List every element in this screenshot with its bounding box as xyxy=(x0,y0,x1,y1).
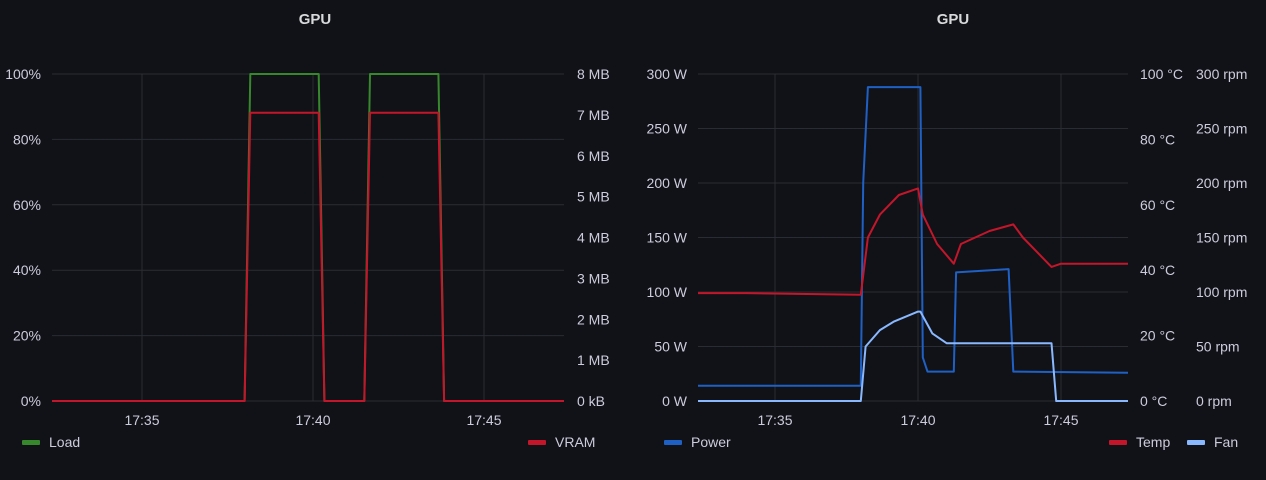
y-right-tick-label: 100 rpm xyxy=(1196,284,1247,300)
y-left-tick-label: 0 W xyxy=(662,393,688,409)
y-right-tick-label: 150 rpm xyxy=(1196,230,1247,246)
y-right-tick-label: 1 MB xyxy=(577,352,610,368)
x-tick-label: 17:35 xyxy=(124,412,159,428)
y-right-tick-label: 80 °C xyxy=(1140,131,1175,147)
y-left-tick-label: 200 W xyxy=(647,175,688,191)
y-left-tick-label: 0% xyxy=(21,393,41,409)
gpu-load-vram-panel: GPU 17:35 17:40 17:45 0% 20% 40% 60% 80% 100% 0 k… xyxy=(0,0,630,480)
y-right-tick-label: 60 °C xyxy=(1140,197,1175,213)
legend-label-temp: Temp xyxy=(1136,434,1171,450)
y-left-tick-label: 80% xyxy=(13,131,41,147)
y-right-tick-label: 50 rpm xyxy=(1196,339,1240,355)
power-temp-fan-chart: 17:35 17:40 17:45 0 W 50 W 100 W 150 W 200 W 250… xyxy=(647,66,1248,428)
y-right-tick-label: 8 MB xyxy=(577,66,610,82)
y-left-tick-label: 60% xyxy=(13,197,41,213)
legend-item-power[interactable]: Power xyxy=(664,434,731,450)
y-right-tick-label: 250 rpm xyxy=(1196,121,1247,137)
legend-label-vram: VRAM xyxy=(555,434,596,450)
series-line-vram xyxy=(52,111,564,402)
y-left-tick-label: 250 W xyxy=(647,121,688,137)
y-right-tick-label: 0 kB xyxy=(577,393,605,409)
y-right-tick-label: 2 MB xyxy=(577,311,610,327)
legend-label-power: Power xyxy=(691,434,731,450)
y-right-tick-label: 0 °C xyxy=(1140,393,1167,409)
x-tick-label: 17:45 xyxy=(1043,412,1078,428)
y-left-tick-label: 100 W xyxy=(647,284,688,300)
y-right-tick-label: 40 °C xyxy=(1140,262,1175,278)
x-tick-label: 17:35 xyxy=(757,412,792,428)
panel-title: GPU xyxy=(298,11,332,28)
y-left-tick-label: 20% xyxy=(13,328,41,344)
temp-swatch xyxy=(1109,439,1127,445)
load-swatch xyxy=(22,439,40,445)
power-swatch xyxy=(664,439,682,445)
legend-label-load: Load xyxy=(49,434,81,450)
x-tick-label: 17:45 xyxy=(466,412,501,428)
y-left-tick-label: 40% xyxy=(13,262,41,278)
x-tick-label: 17:40 xyxy=(900,412,935,428)
series-line-temp xyxy=(698,187,1128,296)
series-line-power xyxy=(698,86,1129,387)
y-left-tick-label: 50 W xyxy=(654,339,687,355)
y-right-tick-label: 4 MB xyxy=(577,230,610,246)
y-left-tick-label: 150 W xyxy=(647,230,688,246)
y-right-tick-label: 100 °C xyxy=(1140,66,1183,82)
vram-swatch xyxy=(528,439,546,445)
legend-label-fan: Fan xyxy=(1214,434,1239,450)
y-right-tick-label: 300 rpm xyxy=(1196,66,1247,82)
y-right-tick-label: 20 °C xyxy=(1140,328,1175,344)
panel-title: GPU xyxy=(936,11,970,28)
fan-swatch xyxy=(1187,439,1205,445)
y-left-tick-label: 100% xyxy=(5,66,41,82)
legend-item-temp[interactable]: Temp xyxy=(1109,434,1170,450)
legend-item-load[interactable]: Load xyxy=(22,434,80,450)
y-right-tick-label: 3 MB xyxy=(577,270,610,286)
series-line-fan xyxy=(698,310,1128,402)
legend-item-vram[interactable]: VRAM xyxy=(528,434,595,450)
y-right-tick-label: 200 rpm xyxy=(1196,175,1247,191)
legend-item-fan[interactable]: Fan xyxy=(1187,434,1238,450)
series-line-load xyxy=(52,73,564,402)
y-left-tick-label: 300 W xyxy=(647,66,688,82)
x-tick-label: 17:40 xyxy=(295,412,330,428)
y-right-tick-label: 0 rpm xyxy=(1196,393,1232,409)
y-right-tick-label: 6 MB xyxy=(577,148,610,164)
gpu-power-temp-fan-panel: GPU 17:35 17:40 17:45 0 W 50 W 100 W 150 W 200 … xyxy=(640,0,1266,480)
y-right-tick-label: 7 MB xyxy=(577,107,610,123)
y-right-tick-label: 5 MB xyxy=(577,189,610,205)
load-vram-chart: 17:35 17:40 17:45 0% 20% 40% 60% 80% 100% 0 kB 1 M… xyxy=(5,66,610,428)
